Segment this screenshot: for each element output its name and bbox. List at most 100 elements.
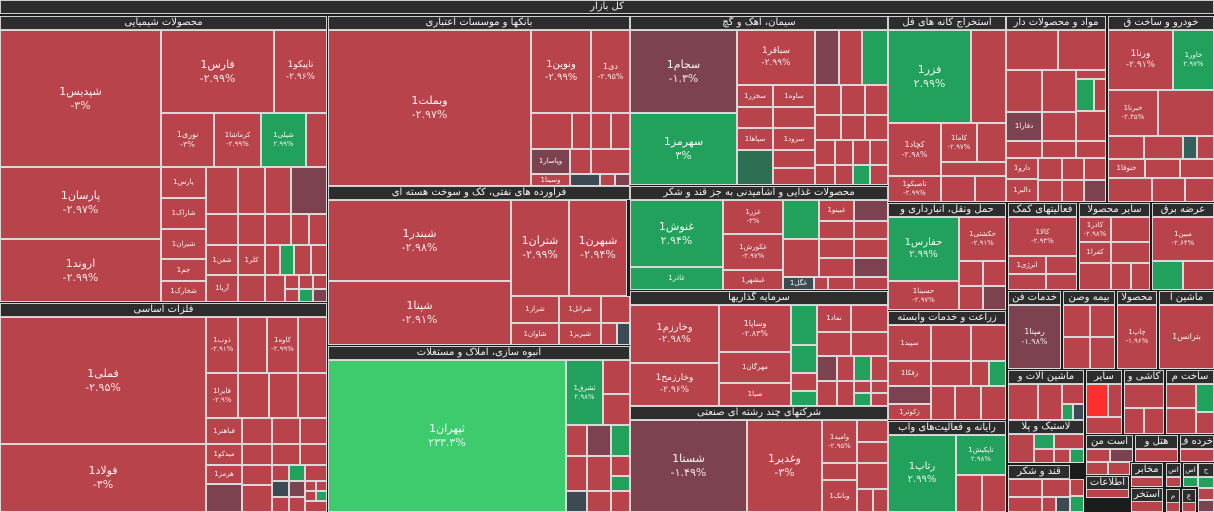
tile-filler[interactable]	[941, 162, 1006, 176]
tile-filler[interactable]	[1042, 479, 1070, 497]
tile-کرماشا1[interactable]: کرماشا1 -۲.۹۹%	[214, 113, 261, 167]
tile-filler[interactable]	[841, 115, 865, 140]
tile-filler[interactable]	[819, 258, 854, 277]
tile-filler[interactable]	[773, 150, 815, 168]
tile-filler[interactable]	[1086, 384, 1108, 417]
tile-filler[interactable]	[600, 174, 615, 186]
tile-filler[interactable]	[309, 214, 327, 245]
tile-filler[interactable]	[931, 386, 955, 420]
tile-filler[interactable]	[1062, 404, 1073, 420]
tile-وغدیر1[interactable]: وغدیر1 -۳%	[747, 420, 822, 512]
tile-filler[interactable]	[272, 418, 300, 444]
tile-filler[interactable]	[294, 245, 311, 275]
tile-زفکا1[interactable]: زفکا1	[888, 361, 931, 386]
tile-filler[interactable]	[1038, 158, 1062, 180]
tile-filler[interactable]	[611, 113, 630, 149]
tile-filler[interactable]	[1058, 30, 1106, 70]
tile-filler[interactable]	[870, 140, 888, 165]
tile-filler[interactable]	[1079, 263, 1111, 290]
sector-header[interactable]: عرضه برق	[1152, 203, 1214, 217]
tile-رمپنا1[interactable]: رمپنا1 -۱.۹۸%	[1008, 305, 1061, 369]
tile-دفارا1[interactable]: دفارا1	[1006, 112, 1042, 141]
tile-انرژی1[interactable]: انرژی1	[1008, 256, 1046, 274]
tile-filler[interactable]	[305, 481, 316, 491]
tile-سپاها1[interactable]: سپاها1	[737, 128, 773, 150]
tile-فولاد1[interactable]: فولاد1 -۳%	[0, 444, 206, 512]
tile-شخارک1[interactable]: شخارک1	[161, 281, 206, 302]
tile-غگل1[interactable]: غگل1	[783, 277, 814, 290]
tile-وبملت1[interactable]: وبملت1 -۲.۹۷%	[328, 30, 531, 186]
tile-filler[interactable]	[888, 386, 931, 404]
tile-filler[interactable]	[857, 442, 888, 463]
sector-header[interactable]: شرکتهای چند رشته ای صنعتی	[630, 406, 888, 420]
tile-filler[interactable]	[587, 425, 611, 456]
tile-جم1[interactable]: جم1	[161, 259, 206, 281]
tile-filler[interactable]	[1046, 256, 1077, 274]
tile-سخزر1[interactable]: سخزر1	[737, 85, 773, 107]
tile-فباهنر1[interactable]: فباهنر1	[206, 418, 242, 444]
tile-ختوقا1[interactable]: ختوقا1	[1108, 159, 1145, 178]
tile-filler[interactable]	[854, 221, 888, 239]
tile-filler[interactable]	[1183, 477, 1198, 487]
tile-filler[interactable]	[1034, 449, 1054, 463]
tile-filler[interactable]	[773, 107, 815, 128]
tile-filler[interactable]	[298, 317, 327, 373]
tile-filler[interactable]	[931, 325, 971, 361]
sector-header[interactable]: لاستیک و پلا	[1008, 420, 1084, 434]
tile-filler[interactable]	[603, 394, 630, 425]
tile-filler[interactable]	[783, 200, 819, 239]
sector-header[interactable]: ماشین آ	[1159, 291, 1214, 305]
tile-filler[interactable]	[1152, 178, 1185, 202]
tile-شبهرن1[interactable]: شبهرن1 -۲.۹۴%	[569, 200, 627, 296]
tile-تاصیکو1[interactable]: تاصیکو1 -۲.۹۹%	[888, 176, 941, 202]
sector-header[interactable]: استخر	[1131, 488, 1163, 502]
tile-filler[interactable]	[854, 239, 888, 258]
tile-غبینو1[interactable]: غبینو1	[819, 200, 854, 221]
tile-filler[interactable]	[956, 475, 982, 512]
tile-تاپکیش1[interactable]: تاپکیش1 ۲.۹۸%	[956, 435, 1006, 475]
tile-filler[interactable]	[272, 481, 289, 497]
tile-filler[interactable]	[983, 261, 1006, 286]
tile-filler[interactable]	[971, 325, 1006, 361]
tile-filler[interactable]	[305, 491, 316, 501]
tile-filler[interactable]	[1090, 305, 1115, 337]
tile-filler[interactable]	[931, 361, 971, 386]
tile-filler[interactable]	[959, 286, 983, 310]
tile-شیران1[interactable]: شیران1	[161, 229, 206, 259]
tile-filler[interactable]	[587, 491, 611, 512]
tile-filler[interactable]	[857, 463, 888, 489]
tile-filler[interactable]	[272, 465, 289, 481]
tile-حفارس1[interactable]: حفارس1 ۲.۹۹%	[888, 217, 959, 281]
tile-مهرگان1[interactable]: مهرگان1	[719, 352, 791, 383]
market-title-bar[interactable]: کل بازار	[0, 0, 1214, 14]
tile-filler[interactable]	[1076, 141, 1106, 158]
tile-filler[interactable]	[206, 484, 242, 512]
tile-filler[interactable]	[1196, 412, 1214, 434]
tile-شپلی1[interactable]: شپلی1 ۲.۹۹%	[261, 113, 306, 167]
tile-آریا1[interactable]: آریا1	[206, 275, 238, 302]
tile-filler[interactable]	[1183, 136, 1197, 159]
tile-filler[interactable]	[1008, 497, 1042, 512]
tile-filler[interactable]	[871, 356, 888, 381]
tile-تاپیکو1[interactable]: تاپیکو1 -۲.۹۶%	[274, 30, 327, 113]
tile-filler[interactable]	[1042, 497, 1056, 512]
tile-filler[interactable]	[1108, 178, 1152, 202]
tile-filler[interactable]	[862, 30, 888, 85]
tile-filler[interactable]	[1196, 384, 1214, 412]
tile-filler[interactable]	[611, 425, 630, 456]
tile-filler[interactable]	[1135, 449, 1178, 462]
tile-filler[interactable]	[1008, 274, 1046, 290]
tile-filler[interactable]	[955, 386, 981, 420]
tile-filler[interactable]	[1042, 112, 1076, 141]
tile-filler[interactable]	[1008, 384, 1038, 420]
tile-filler[interactable]	[566, 425, 587, 456]
tile-filler[interactable]	[289, 481, 305, 497]
tile-filler[interactable]	[854, 258, 888, 277]
tile-filler[interactable]	[773, 168, 815, 185]
tile-filler[interactable]	[1185, 178, 1214, 202]
tile-filler[interactable]	[291, 214, 309, 245]
tile-filler[interactable]	[815, 30, 839, 85]
sector-header[interactable]: فراورده های نفتی، کک و سوخت هسته ای	[328, 186, 630, 200]
tile-filler[interactable]	[570, 174, 600, 186]
tile-filler[interactable]	[242, 485, 272, 512]
